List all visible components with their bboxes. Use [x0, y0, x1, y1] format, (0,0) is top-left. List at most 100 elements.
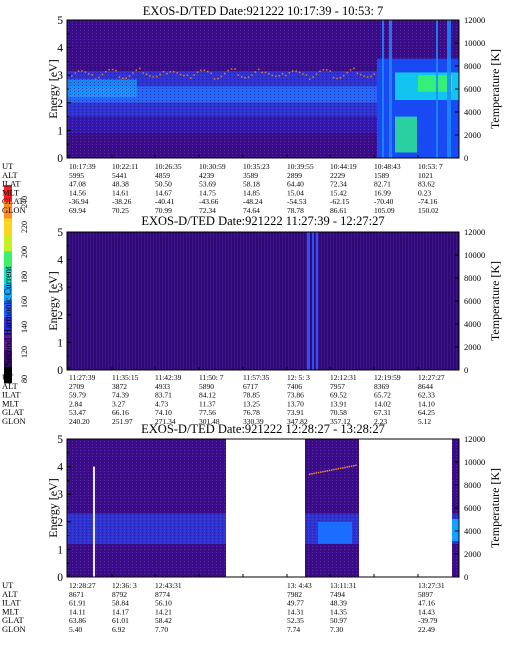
temperature-point — [118, 76, 121, 78]
colorbar-ticks: 80 120 140 160 180 200 220 240 — [20, 196, 29, 383]
orbit-cell: 15.04 — [287, 188, 304, 197]
orbit-cell: 3.27 — [112, 399, 125, 408]
orbit-cell: 2229 — [330, 171, 345, 180]
temperature-point — [348, 465, 351, 468]
y-axis-label: Energy [eV] — [46, 59, 60, 118]
orbit-cell: 16.99 — [374, 188, 391, 197]
temperature-point — [309, 78, 311, 80]
y2-tick-label: 0 — [464, 572, 468, 582]
orbit-cell: 14.61 — [112, 188, 129, 197]
orbit-cell: -70.40 — [374, 197, 394, 206]
orbit-cell: 8792 — [112, 590, 127, 599]
orbit-table: UT 12:28:27 12:36: 3 12:43:31 13: 4:43 13:11:… — [2, 580, 445, 634]
texture — [67, 232, 459, 370]
orbit-cell: 72.34 — [330, 180, 347, 189]
temperature-point — [326, 69, 328, 71]
orbit-cell: 14.75 — [199, 188, 216, 197]
y-tick-label: 5 — [57, 15, 63, 27]
temperature-point — [98, 76, 100, 79]
temperature-point — [91, 74, 93, 76]
orbit-cell: 84.12 — [199, 391, 216, 400]
orbit-cell: 7957 — [330, 382, 345, 391]
y-tick-label: 0 — [57, 365, 63, 377]
orbit-cell: 5995 — [69, 171, 84, 180]
orbit-cell: 301.48 — [199, 417, 220, 426]
orbit-cell: 8369 — [374, 382, 389, 391]
orbit-cell: 12:27:27 — [418, 373, 445, 382]
orbit-cell: 0.23 — [418, 188, 431, 197]
spectrogram — [67, 232, 459, 370]
orbit-cell: 11.37 — [199, 399, 216, 408]
orbit-cell: 10:39:55 — [287, 162, 314, 171]
temperature-point — [317, 471, 320, 474]
orbit-cell: 73.91 — [287, 408, 304, 417]
temperature-point — [149, 75, 151, 77]
orbit-cell: 7982 — [287, 590, 302, 599]
orbit-cell: 70.99 — [155, 206, 172, 215]
temperature-point — [298, 71, 301, 74]
temperature-point — [349, 69, 352, 71]
temperature-point — [309, 473, 311, 475]
orbit-cell: 4859 — [155, 171, 170, 180]
orbit-cell: 14.85 — [243, 188, 260, 197]
orbit-cell: 11:57:35 — [243, 373, 270, 382]
orbit-cell: 52.35 — [287, 616, 304, 625]
temperature-point — [139, 67, 141, 70]
temperature-point — [268, 72, 270, 75]
orbit-cell: 63.86 — [69, 616, 86, 625]
orbit-cell: 59.79 — [69, 391, 86, 400]
temperature-point — [363, 75, 365, 78]
temperature-point — [115, 69, 117, 72]
colorbar-label: Second Harmonic Current — [4, 266, 14, 366]
temperature-point — [336, 77, 338, 80]
orbit-cell: -43.66 — [199, 197, 219, 206]
temperature-point — [186, 74, 189, 76]
orbit-table: UT 11:27:39 11:35:15 11:42:39 11:50: 7 11:57:… — [2, 372, 445, 426]
orbit-cell: 74.64 — [243, 206, 260, 215]
orbit-cell: 12:43:31 — [155, 581, 182, 590]
temperature-point — [292, 70, 294, 72]
temperature-point — [258, 68, 260, 71]
orbit-cell: 86.61 — [330, 206, 347, 215]
y2-tick-label: 6000 — [464, 503, 481, 513]
orbit-cell: 2.23 — [374, 417, 387, 426]
orbit-cell: 70.58 — [330, 408, 347, 417]
temperature-point — [353, 464, 355, 467]
orbit-cell: 7.74 — [287, 625, 300, 634]
orbit-cell: 67.31 — [374, 408, 391, 417]
temperature-point — [193, 74, 195, 76]
y-tick-label: 4 — [57, 462, 63, 474]
temperature-point — [135, 69, 138, 71]
temperature-point — [244, 76, 246, 79]
temperature-point — [166, 72, 168, 75]
temperature-point — [176, 72, 178, 74]
orbit-cell: -36.94 — [69, 197, 89, 206]
temperature-point — [344, 466, 346, 469]
panel-title: EXOS-D/TED Date:921222 12:28:27 - 13:28:… — [141, 422, 385, 436]
temperature-point — [313, 472, 315, 475]
temperature-point — [220, 75, 223, 78]
y2-tick-label: 2000 — [464, 342, 481, 352]
orbit-row-label: UT — [2, 372, 14, 382]
temperature-point — [335, 468, 337, 470]
orbit-cell: 14.43 — [418, 607, 435, 616]
orbit-cell: 10:22:11 — [112, 162, 139, 171]
orbit-cell: 78.78 — [287, 206, 304, 215]
temperature-point — [84, 71, 87, 73]
temperature-point — [156, 75, 158, 78]
orbit-cell: 5.12 — [418, 417, 431, 426]
orbit-cell: 13:11:31 — [330, 581, 357, 590]
orbit-cell: 13.70 — [287, 399, 304, 408]
y2-axis-label: Temperature [K] — [488, 49, 502, 129]
orbit-cell: 347.82 — [287, 417, 308, 426]
vertical-streak — [382, 20, 384, 158]
orbit-cell: -62.15 — [330, 197, 350, 206]
temperature-point — [111, 68, 114, 71]
temperature-point — [281, 72, 284, 75]
orbit-cell: 78.85 — [243, 391, 260, 400]
orbit-cell: -48.24 — [243, 197, 263, 206]
temperature-point — [190, 77, 192, 79]
orbit-cell: 69.52 — [330, 391, 347, 400]
orbit-cell: 7406 — [287, 382, 302, 391]
temperature-point — [183, 74, 185, 77]
